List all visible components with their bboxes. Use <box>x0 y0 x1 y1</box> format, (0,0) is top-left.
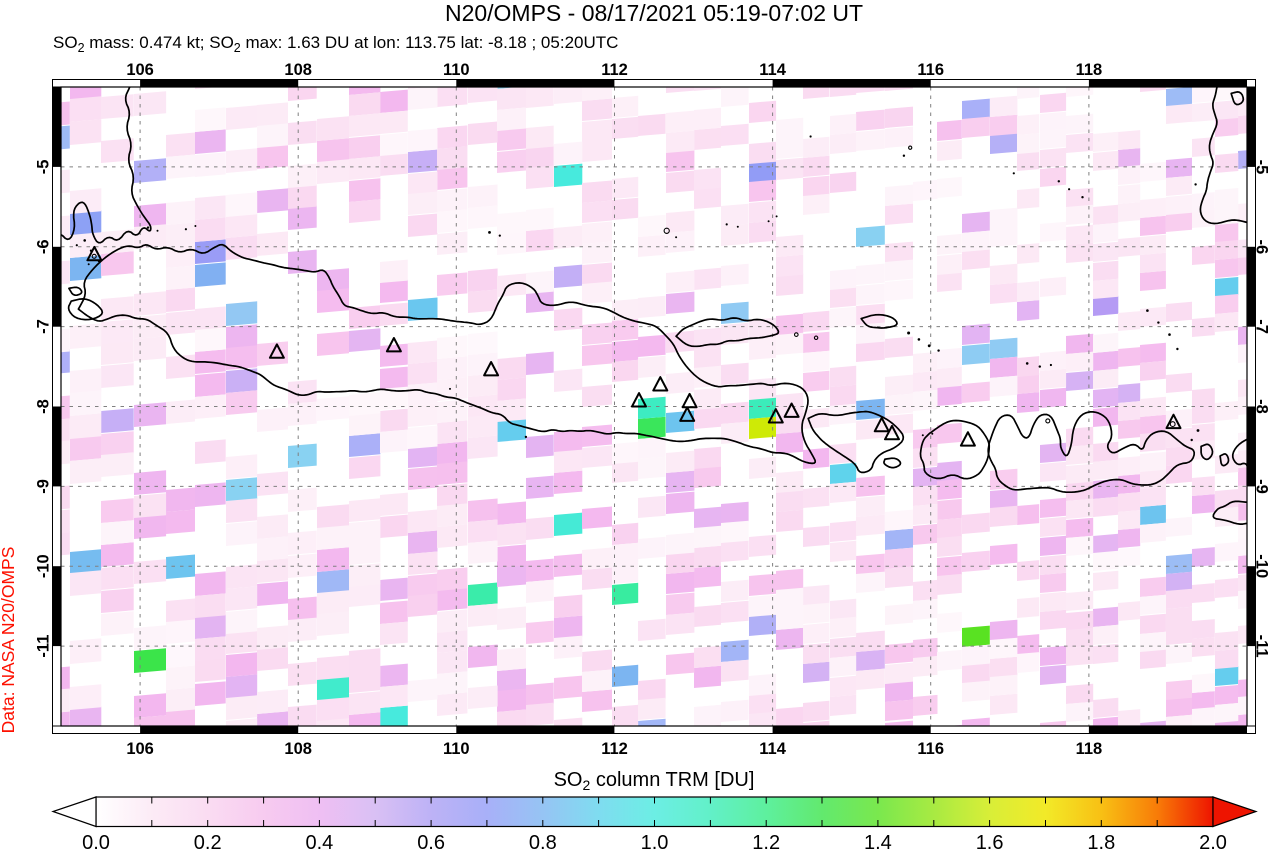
svg-text:110: 110 <box>443 61 470 79</box>
svg-text:-7: -7 <box>1253 319 1271 334</box>
svg-text:0.2: 0.2 <box>194 832 222 853</box>
svg-text:118: 118 <box>1076 61 1103 79</box>
svg-text:112: 112 <box>601 61 628 79</box>
svg-text:-5: -5 <box>35 160 53 175</box>
svg-text:N20/OMPS - 08/17/2021 05:19-07: N20/OMPS - 08/17/2021 05:19-07:02 UT <box>445 0 863 26</box>
svg-text:0.0: 0.0 <box>82 832 110 853</box>
svg-text:1.8: 1.8 <box>1087 832 1115 853</box>
svg-text:106: 106 <box>126 740 154 758</box>
svg-text:-10: -10 <box>1253 554 1271 578</box>
svg-text:0.8: 0.8 <box>529 832 557 853</box>
svg-text:SO2 column TRM [DU]: SO2 column TRM [DU] <box>554 769 755 793</box>
svg-text:0.6: 0.6 <box>417 832 445 853</box>
svg-text:108: 108 <box>284 740 312 758</box>
svg-text:114: 114 <box>759 61 786 79</box>
svg-text:Data: NASA N20/OMPS: Data: NASA N20/OMPS <box>0 547 18 734</box>
svg-text:-10: -10 <box>35 554 53 578</box>
svg-text:1.0: 1.0 <box>641 832 669 853</box>
svg-text:1.6: 1.6 <box>976 832 1004 853</box>
svg-text:-7: -7 <box>35 319 53 334</box>
svg-text:-11: -11 <box>1253 635 1271 658</box>
svg-text:1.4: 1.4 <box>864 832 892 853</box>
svg-text:1.2: 1.2 <box>752 832 780 853</box>
svg-text:-6: -6 <box>35 239 53 254</box>
svg-text:-5: -5 <box>1253 160 1271 175</box>
svg-text:-8: -8 <box>1253 399 1271 414</box>
svg-text:116: 116 <box>917 740 944 758</box>
svg-text:110: 110 <box>443 740 470 758</box>
svg-text:-9: -9 <box>35 479 53 494</box>
svg-text:2.0: 2.0 <box>1199 832 1227 853</box>
svg-text:-9: -9 <box>1253 479 1271 494</box>
svg-text:SO2 mass: 0.474 kt; SO2 max: 1: SO2 mass: 0.474 kt; SO2 max: 1.63 DU at … <box>53 33 618 55</box>
svg-text:114: 114 <box>759 740 786 758</box>
svg-text:-6: -6 <box>1253 239 1271 254</box>
svg-text:106: 106 <box>126 61 154 79</box>
svg-text:116: 116 <box>917 61 944 79</box>
svg-text:112: 112 <box>601 740 628 758</box>
svg-text:0.4: 0.4 <box>305 832 333 853</box>
svg-text:-8: -8 <box>35 399 53 414</box>
svg-text:-11: -11 <box>35 635 53 658</box>
svg-text:108: 108 <box>284 61 312 79</box>
svg-text:118: 118 <box>1076 740 1103 758</box>
